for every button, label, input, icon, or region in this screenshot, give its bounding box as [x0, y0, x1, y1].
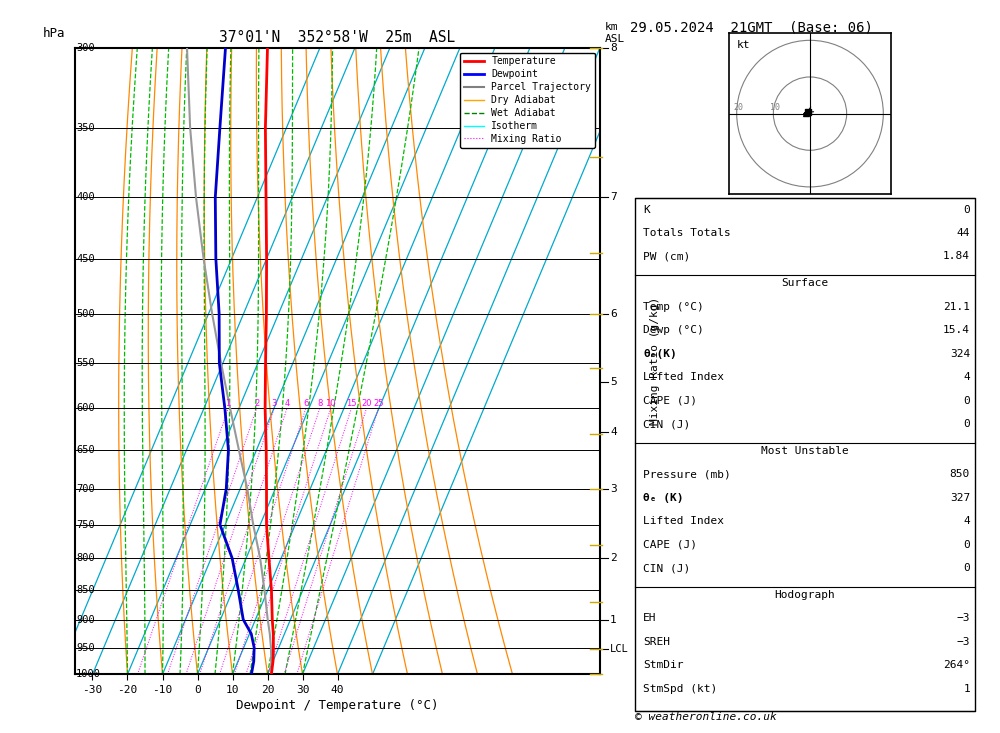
Text: Most Unstable: Most Unstable [761, 446, 849, 456]
Text: 800: 800 [76, 553, 95, 563]
Text: 6: 6 [610, 309, 617, 319]
Text: km
ASL: km ASL [605, 23, 625, 44]
Text: 2: 2 [610, 553, 617, 563]
Text: 327: 327 [950, 493, 970, 503]
Text: K: K [643, 205, 650, 215]
Text: Pressure (mb): Pressure (mb) [643, 469, 731, 479]
Text: −3: −3 [956, 614, 970, 624]
Text: CAPE (J): CAPE (J) [643, 396, 697, 405]
Text: 1: 1 [226, 399, 231, 408]
Text: 10: 10 [325, 399, 336, 408]
Text: Lifted Index: Lifted Index [643, 372, 724, 382]
Text: 300: 300 [76, 43, 95, 53]
Text: 0: 0 [963, 419, 970, 429]
Text: 4: 4 [610, 427, 617, 437]
Text: StmSpd (kt): StmSpd (kt) [643, 684, 717, 693]
Text: 10: 10 [770, 103, 780, 112]
Text: 600: 600 [76, 403, 95, 413]
Text: LCL: LCL [610, 644, 629, 654]
Text: CIN (J): CIN (J) [643, 419, 690, 429]
Text: 2: 2 [254, 399, 259, 408]
Text: 1.84: 1.84 [943, 251, 970, 262]
Text: 750: 750 [76, 520, 95, 530]
Text: 21.1: 21.1 [943, 302, 970, 312]
Text: 3: 3 [271, 399, 277, 408]
Text: Mixing Ratio (g/kg): Mixing Ratio (g/kg) [650, 297, 660, 425]
Text: 400: 400 [76, 192, 95, 202]
Text: 3: 3 [610, 484, 617, 494]
Legend: Temperature, Dewpoint, Parcel Trajectory, Dry Adiabat, Wet Adiabat, Isotherm, Mi: Temperature, Dewpoint, Parcel Trajectory… [460, 53, 595, 148]
Text: © weatheronline.co.uk: © weatheronline.co.uk [635, 712, 777, 722]
Text: 1: 1 [610, 614, 617, 625]
Text: 0: 0 [963, 539, 970, 550]
Text: 4: 4 [284, 399, 290, 408]
Title: 37°01'N  352°58'W  25m  ASL: 37°01'N 352°58'W 25m ASL [219, 30, 456, 45]
Text: 450: 450 [76, 254, 95, 264]
Text: 20: 20 [361, 399, 372, 408]
Text: Lifted Index: Lifted Index [643, 516, 724, 526]
Text: 550: 550 [76, 358, 95, 368]
Text: CIN (J): CIN (J) [643, 563, 690, 573]
Text: StmDir: StmDir [643, 660, 684, 670]
Text: Totals Totals: Totals Totals [643, 228, 731, 238]
Text: 1: 1 [963, 684, 970, 693]
Text: 500: 500 [76, 309, 95, 319]
Text: −3: −3 [956, 637, 970, 647]
Text: 29.05.2024  21GMT  (Base: 06): 29.05.2024 21GMT (Base: 06) [630, 21, 873, 34]
Text: θₑ (K): θₑ (K) [643, 493, 684, 503]
Text: Hodograph: Hodograph [775, 590, 835, 600]
Text: 950: 950 [76, 643, 95, 652]
Text: Dewp (°C): Dewp (°C) [643, 325, 704, 335]
Text: Temp (°C): Temp (°C) [643, 302, 704, 312]
Text: CAPE (J): CAPE (J) [643, 539, 697, 550]
Text: 900: 900 [76, 614, 95, 625]
Text: 20: 20 [733, 103, 743, 112]
Text: 850: 850 [950, 469, 970, 479]
Text: SREH: SREH [643, 637, 670, 647]
Text: 15.4: 15.4 [943, 325, 970, 335]
Text: 4: 4 [963, 372, 970, 382]
Text: 44: 44 [956, 228, 970, 238]
X-axis label: Dewpoint / Temperature (°C): Dewpoint / Temperature (°C) [236, 699, 439, 712]
Text: hPa: hPa [42, 27, 65, 40]
Text: 6: 6 [303, 399, 308, 408]
Text: 8: 8 [610, 43, 617, 53]
Text: 264°: 264° [943, 660, 970, 670]
Text: EH: EH [643, 614, 656, 624]
Text: 15: 15 [346, 399, 357, 408]
Text: θₑ(K): θₑ(K) [643, 349, 677, 358]
Text: 0: 0 [963, 396, 970, 405]
Text: 4: 4 [963, 516, 970, 526]
Text: 700: 700 [76, 484, 95, 494]
Text: 1000: 1000 [76, 669, 101, 679]
Text: 0: 0 [963, 563, 970, 573]
Text: 7: 7 [610, 192, 617, 202]
Text: PW (cm): PW (cm) [643, 251, 690, 262]
Text: 25: 25 [373, 399, 384, 408]
Text: 324: 324 [950, 349, 970, 358]
Text: Surface: Surface [781, 279, 829, 288]
Text: 5: 5 [610, 377, 617, 387]
Text: 650: 650 [76, 445, 95, 455]
Text: 850: 850 [76, 585, 95, 594]
Text: 0: 0 [963, 205, 970, 215]
Text: kt: kt [737, 40, 750, 51]
Text: 350: 350 [76, 123, 95, 133]
Text: 8: 8 [317, 399, 322, 408]
